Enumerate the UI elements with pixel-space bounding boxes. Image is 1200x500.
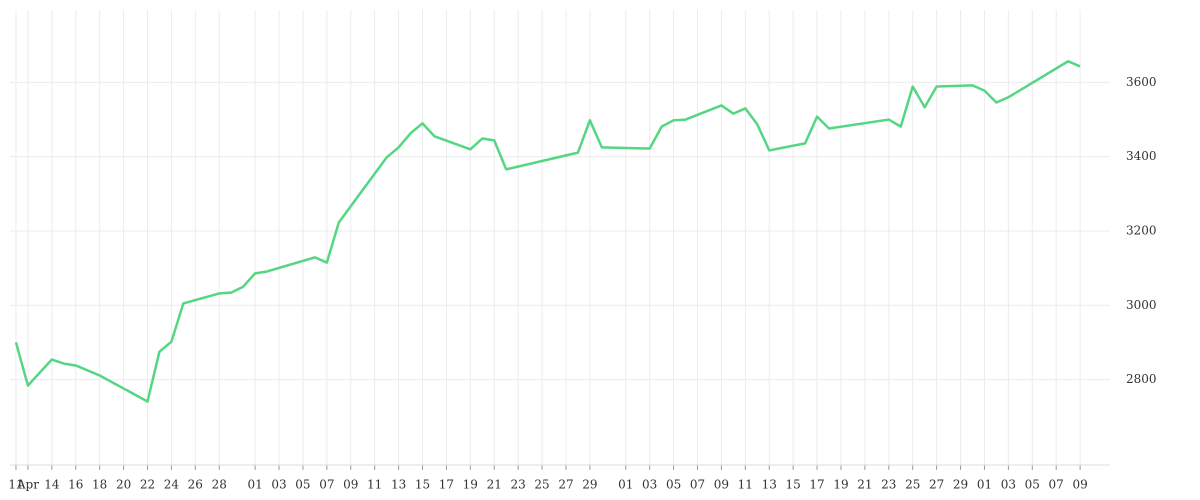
x-tick-label: 01 xyxy=(247,478,262,492)
x-tick-label: 07 xyxy=(690,478,705,492)
x-tick-label: 17 xyxy=(439,478,454,492)
x-tick-label: 03 xyxy=(1001,478,1016,492)
price-line xyxy=(14,60,1081,403)
x-tick-label: 16 xyxy=(68,478,83,492)
x-tick-label: 11 xyxy=(8,478,23,492)
x-tick-label: 05 xyxy=(666,478,681,492)
x-tick-label: 26 xyxy=(188,478,203,492)
x-tick-label: 01 xyxy=(977,478,992,492)
y-tick-label: 3000 xyxy=(1126,298,1157,312)
x-tick-label: 29 xyxy=(582,478,597,492)
x-tick-label: 15 xyxy=(415,478,430,492)
y-tick-label: 3200 xyxy=(1126,224,1157,238)
x-tick-label: 29 xyxy=(953,478,968,492)
x-tick-label: 07 xyxy=(1049,478,1064,492)
x-tick-label: 03 xyxy=(271,478,286,492)
y-tick-label: 3600 xyxy=(1126,75,1157,89)
x-tick-label: 19 xyxy=(463,478,478,492)
x-tick-label: 11 xyxy=(738,478,753,492)
x-tick-label: 01 xyxy=(618,478,633,492)
x-tick-label: 05 xyxy=(295,478,310,492)
x-tick-label: 09 xyxy=(343,478,358,492)
x-tick-label: 23 xyxy=(511,478,526,492)
x-tick-label: 14 xyxy=(44,478,60,492)
x-tick-label: 18 xyxy=(92,478,107,492)
x-tick-label: 25 xyxy=(534,478,549,492)
x-tick-label: Apr xyxy=(16,478,39,492)
x-tick-label: 09 xyxy=(714,478,729,492)
y-tick-label: 2800 xyxy=(1126,372,1157,386)
x-tick-label: 23 xyxy=(881,478,896,492)
x-tick-label: 24 xyxy=(164,478,180,492)
x-tick-label: 20 xyxy=(116,478,131,492)
x-tick-label: 21 xyxy=(487,478,502,492)
x-tick-label: 09 xyxy=(1072,478,1087,492)
x-tick-label: 27 xyxy=(929,478,944,492)
x-tick-label: 28 xyxy=(212,478,227,492)
x-tick-label: 13 xyxy=(762,478,777,492)
x-tick-label: 25 xyxy=(905,478,920,492)
x-tick-label: 07 xyxy=(319,478,334,492)
x-tick-label: 19 xyxy=(833,478,848,492)
x-tick-label: 21 xyxy=(857,478,872,492)
x-tick-label: 17 xyxy=(809,478,824,492)
x-tick-label: 11 xyxy=(367,478,382,492)
plot-area xyxy=(10,10,1110,465)
x-tick-label: 15 xyxy=(786,478,801,492)
x-tick-label: 27 xyxy=(558,478,573,492)
x-tick-label: 22 xyxy=(140,478,155,492)
x-tick-label: 05 xyxy=(1025,478,1040,492)
x-tick-label: 13 xyxy=(391,478,406,492)
y-tick-label: 3400 xyxy=(1126,149,1157,163)
x-tick-label: 03 xyxy=(642,478,657,492)
